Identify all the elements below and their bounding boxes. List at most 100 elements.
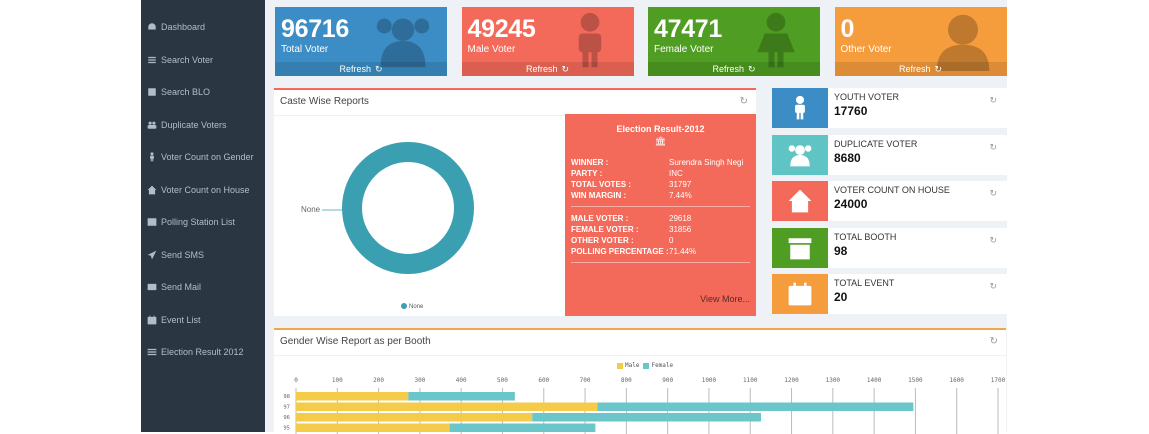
sidebar-item-search-blo[interactable]: Search BLO — [147, 82, 210, 102]
envelope-icon — [147, 282, 157, 292]
list-alt-icon — [147, 87, 157, 97]
legend-item-female[interactable]: Female — [643, 362, 673, 369]
tile-label: DUPLICATE VOTER — [834, 138, 918, 149]
sidebar-item-send-sms[interactable]: Send SMS — [147, 245, 204, 265]
election-row-key: TOTAL VOTES : — [571, 180, 632, 189]
election-row: TOTAL VOTES : 31797 — [571, 179, 750, 190]
refresh-icon: ↻ — [934, 64, 943, 74]
main-content: 96716 Total Voter Refresh ↻ 49245 Male Voter R… — [265, 0, 1007, 434]
x-tick-label: 100 — [332, 377, 343, 384]
users-icon — [147, 120, 157, 130]
election-row-value: Surendra Singh Negi — [669, 158, 744, 167]
election-row-key: POLLING PERCENTAGE : — [571, 247, 669, 256]
refresh-label: Refresh — [712, 64, 744, 74]
bar-female-booth-96[interactable] — [532, 413, 761, 422]
sidebar-item-duplicate-voters[interactable]: Duplicate Voters — [147, 115, 227, 135]
caste-donut-chart: None None — [301, 142, 474, 310]
tile-value: 98 — [834, 243, 848, 258]
bar-male-booth-98[interactable] — [296, 392, 409, 401]
refresh-button[interactable]: Refresh ↻ — [275, 62, 447, 76]
election-row: WINNER : Surendra Singh Negi — [571, 157, 750, 168]
refresh-label: Refresh — [898, 64, 931, 74]
donut-slice-none[interactable] — [342, 142, 474, 274]
tile-label: VOTER COUNT ON HOUSE — [834, 185, 950, 195]
x-tick-label: 500 — [497, 377, 508, 384]
election-row-value: 31797 — [669, 180, 692, 189]
stat-value: 47471 — [654, 15, 723, 43]
tile-label: TOTAL EVENT — [834, 278, 895, 288]
sidebar-item-election-result-2012[interactable]: Election Result 2012 — [147, 342, 244, 362]
election-row-key: WIN MARGIN : — [571, 191, 627, 200]
tile-youth-voter: YOUTH VOTER 17760 ↻ — [772, 88, 1007, 128]
gender-bar-chart: 0 100 200 300 400 500 600 700 800 900 1000 1100 1200… — [283, 377, 1006, 434]
election-row-key: PARTY : — [571, 169, 603, 178]
x-tick-label: 1500 — [908, 377, 923, 384]
sidebar-item-voter-count-on-gender[interactable]: Voter Count on Gender — [147, 147, 254, 167]
y-tick-label: 96 — [283, 415, 290, 421]
election-title: Election Result-2012 — [616, 124, 705, 134]
refresh-button[interactable]: Refresh ↻ — [461, 62, 634, 76]
election-row: MALE VOTER : 29618 — [571, 213, 750, 224]
list-bars-icon — [147, 347, 157, 357]
refresh-button[interactable]: Refresh ↻ — [834, 62, 1007, 76]
election-row-value: 31856 — [669, 225, 692, 234]
gender-report-title: Gender Wise Report as per Booth — [280, 336, 431, 347]
user-icon — [931, 11, 995, 71]
bar-female-booth-98[interactable] — [408, 392, 515, 401]
bar-male-booth-97[interactable] — [296, 402, 598, 412]
refresh-icon: ↻ — [747, 64, 756, 74]
x-tick-label: 400 — [456, 377, 467, 384]
x-tick-label: 200 — [373, 377, 384, 384]
sidebar-item-label: Send Mail — [161, 282, 202, 292]
list-icon — [147, 55, 157, 65]
chart-legend: Male Female — [617, 362, 673, 369]
refresh-icon[interactable]: ↻ — [989, 188, 997, 198]
bar-female-booth-95[interactable] — [449, 423, 596, 433]
stat-label: Female Voter — [654, 44, 714, 55]
tile-value: 8680 — [834, 150, 861, 165]
sidebar-item-label: Event List — [161, 314, 201, 325]
sidebar-item-event-list[interactable]: Event List — [147, 310, 201, 330]
tile-label: TOTAL BOOTH — [834, 231, 897, 242]
election-row: FEMALE VOTER : 31856 — [571, 224, 750, 235]
refresh-label: Refresh — [525, 64, 558, 74]
stat-card-total-voter: 96716 Total Voter Refresh ↻ — [275, 7, 447, 76]
refresh-icon: ↻ — [374, 64, 383, 74]
election-row-value: 71.44% — [669, 247, 697, 256]
legend-label[interactable]: None — [409, 304, 424, 310]
election-row-key: FEMALE VOTER : — [571, 225, 639, 234]
bar-male-booth-95[interactable] — [296, 423, 450, 433]
tile-value: 17760 — [834, 104, 868, 118]
sidebar-item-send-mail[interactable]: Send Mail — [147, 277, 201, 297]
refresh-icon[interactable]: ↻ — [989, 141, 997, 152]
sidebar-item-voter-count-on-house[interactable]: Voter Count on House — [147, 180, 250, 200]
election-row-value: INC — [669, 169, 683, 178]
tile-duplicate-voter: DUPLICATE VOTER 8680 ↻ — [772, 134, 1007, 175]
legend-item-male[interactable]: Male — [617, 362, 639, 369]
election-row-key: WINNER : — [571, 158, 609, 167]
sidebar-item-search-voter[interactable]: Search Voter — [147, 50, 213, 70]
home-icon — [772, 181, 828, 221]
x-tick-label: 1300 — [826, 377, 841, 384]
bar-female-booth-97[interactable] — [597, 402, 914, 412]
view-more-link[interactable]: View More... — [700, 294, 750, 304]
refresh-icon[interactable]: ↻ — [989, 234, 997, 245]
refresh-icon[interactable]: ↻ — [989, 336, 998, 347]
refresh-icon[interactable]: ↻ — [989, 281, 997, 291]
sidebar-item-dashboard[interactable]: Dashboard — [147, 17, 205, 37]
caste-panel: Caste Wise Reports ↻ None None Election … — [274, 88, 756, 316]
donut-label: None — [301, 205, 321, 214]
y-tick-label: 95 — [283, 426, 290, 432]
refresh-label: Refresh — [339, 64, 371, 74]
election-row: PARTY : INC — [571, 168, 750, 179]
sidebar-item-label: Election Result 2012 — [161, 347, 244, 357]
sidebar-item-polling-station-list[interactable]: Polling Station List — [147, 212, 235, 232]
x-tick-label: 900 — [662, 377, 673, 384]
election-row: POLLING PERCENTAGE :71.44% — [571, 246, 750, 257]
refresh-icon[interactable]: ↻ — [739, 96, 748, 107]
refresh-icon: ↻ — [561, 64, 570, 74]
tile-total-event: TOTAL EVENT 20 ↻ — [772, 274, 1007, 314]
refresh-icon[interactable]: ↻ — [989, 95, 997, 105]
refresh-button[interactable]: Refresh ↻ — [648, 62, 820, 76]
bar-male-booth-96[interactable] — [296, 413, 533, 422]
